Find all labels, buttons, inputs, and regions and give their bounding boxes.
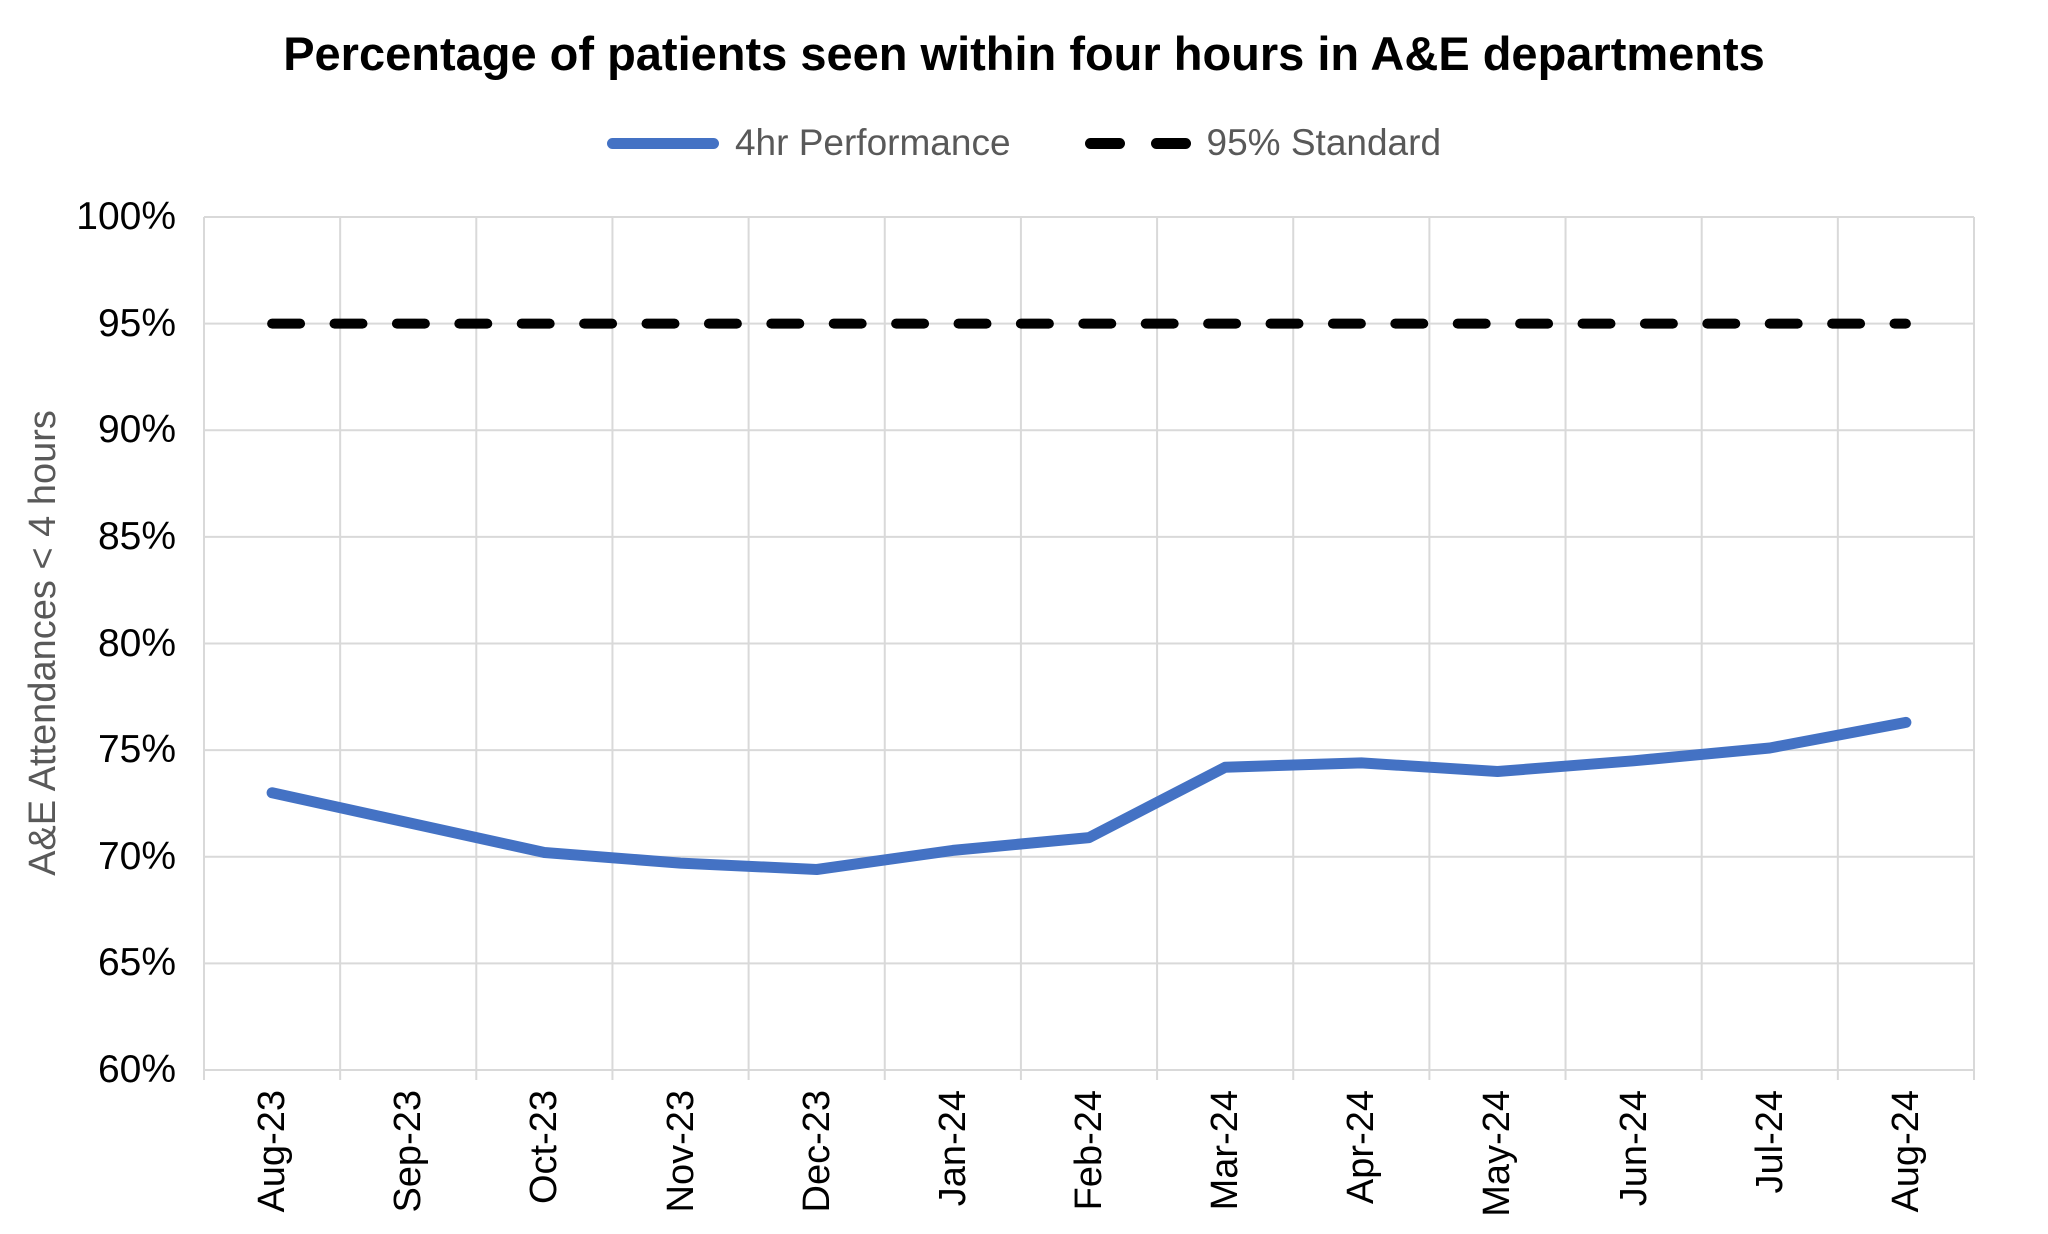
x-tick-label: Jun-24 [1612,1090,1655,1207]
x-tick-label: Apr-24 [1340,1090,1383,1205]
y-tick-label: 70% [97,834,176,878]
y-tick-label: 90% [97,408,176,452]
chart-title: Percentage of patients seen within four … [283,27,1765,80]
legend-dashed-line-swatch [1084,137,1191,149]
series-line-4hr-performance [266,716,1912,875]
x-tick-label: Aug-23 [251,1090,294,1213]
legend-item-95-standard: 95% Standard [1084,122,1442,164]
legend-label-4hr-performance: 4hr Performance [734,122,1011,163]
x-tick-label: Jul-24 [1748,1090,1791,1194]
y-tick-label: 85% [97,514,176,558]
x-tick-label: Mar-24 [1204,1090,1247,1211]
x-tick-label: Dec-23 [795,1090,838,1213]
x-tick-label: Oct-23 [523,1090,566,1205]
y-tick-label: 60% [97,1048,176,1091]
legend-solid-line-swatch [606,137,719,149]
x-tick-label: Jan-24 [931,1090,974,1207]
legend-item-4hr-performance: 4hr Performance [606,122,1011,164]
y-tick-label: 65% [97,941,176,985]
y-tick-label: 80% [97,621,176,665]
y-tick-label: 95% [97,301,176,345]
x-tick-label: Nov-23 [659,1090,702,1213]
x-tick-label: Aug-24 [1884,1090,1927,1213]
x-tick-label: Sep-23 [387,1090,430,1213]
legend: 4hr Performance 95% Standard [0,122,2048,164]
legend-label-95-standard: 95% Standard [1206,122,1442,163]
y-tick-label: 75% [97,728,176,772]
x-tick-label: May-24 [1476,1090,1519,1217]
y-tick-label: 100% [76,195,176,238]
x-tick-label: Feb-24 [1068,1090,1110,1211]
plot-area [203,216,1975,1080]
